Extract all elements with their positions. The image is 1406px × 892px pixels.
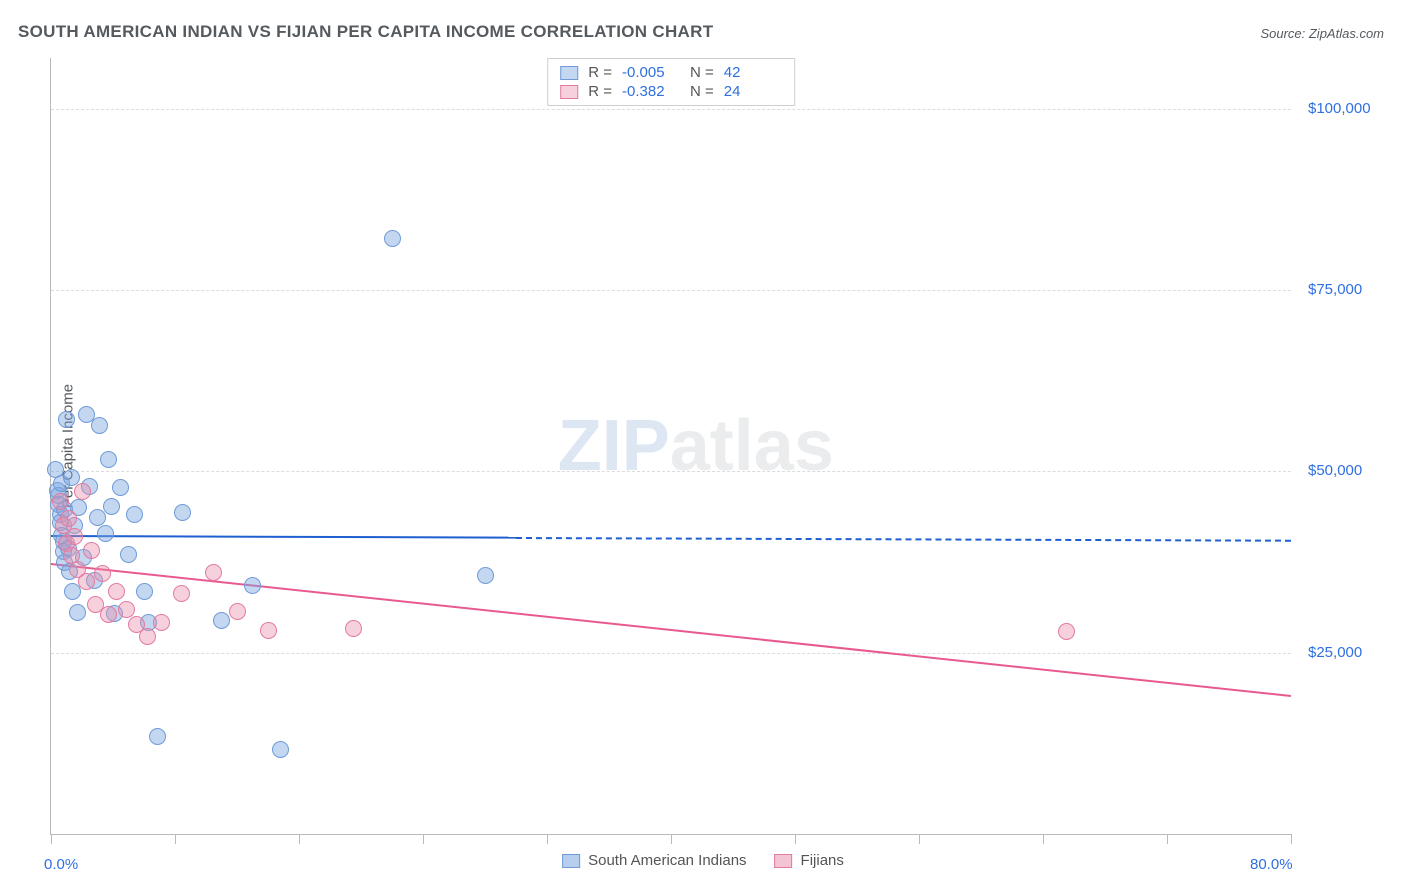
data-point: [89, 509, 106, 526]
r-label: R =: [588, 83, 612, 100]
gridline: [51, 290, 1291, 291]
y-tick-label: $100,000: [1308, 100, 1371, 117]
data-point: [66, 528, 83, 545]
x-axis-max-label: 80.0%: [1250, 856, 1293, 873]
data-point: [97, 525, 114, 542]
x-tick: [1043, 834, 1044, 844]
data-point: [384, 230, 401, 247]
legend-bottom: South American Indians Fijians: [562, 852, 844, 869]
watermark-zip: ZIP: [558, 406, 670, 486]
data-point: [100, 451, 117, 468]
stats-row: R = -0.382 N = 24: [560, 82, 782, 101]
x-tick: [299, 834, 300, 844]
r-label: R =: [588, 64, 612, 81]
data-point: [120, 546, 137, 563]
data-point: [112, 479, 129, 496]
data-point: [174, 504, 191, 521]
y-tick-label: $50,000: [1308, 462, 1362, 479]
legend-swatch: [775, 854, 793, 868]
x-tick: [547, 834, 548, 844]
chart-title: SOUTH AMERICAN INDIAN VS FIJIAN PER CAPI…: [18, 22, 713, 42]
source-attribution: Source: ZipAtlas.com: [1260, 26, 1384, 41]
data-point: [91, 417, 108, 434]
legend-swatch: [562, 854, 580, 868]
data-point: [83, 542, 100, 559]
r-value: -0.005: [622, 64, 680, 81]
data-point: [205, 564, 222, 581]
data-point: [173, 585, 190, 602]
data-point: [60, 510, 77, 527]
r-value: -0.382: [622, 83, 680, 100]
data-point: [213, 612, 230, 629]
data-point: [345, 620, 362, 637]
x-tick: [51, 834, 52, 844]
x-tick: [671, 834, 672, 844]
x-tick: [795, 834, 796, 844]
y-tick-label: $75,000: [1308, 281, 1362, 298]
stats-row: R = -0.005 N = 42: [560, 63, 782, 82]
regression-line: [516, 537, 1291, 542]
x-tick: [1167, 834, 1168, 844]
y-tick-label: $25,000: [1308, 644, 1362, 661]
n-label: N =: [690, 83, 714, 100]
legend-item: South American Indians: [562, 852, 746, 869]
data-point: [153, 614, 170, 631]
data-point: [477, 567, 494, 584]
data-point: [108, 583, 125, 600]
data-point: [94, 565, 111, 582]
data-point: [244, 577, 261, 594]
data-point: [1058, 623, 1075, 640]
data-point: [260, 622, 277, 639]
series-swatch: [560, 66, 578, 80]
statistics-legend-box: R = -0.005 N = 42 R = -0.382 N = 24: [547, 58, 795, 106]
legend-item: Fijians: [775, 852, 844, 869]
data-point: [52, 493, 69, 510]
data-point: [74, 483, 91, 500]
data-point: [149, 728, 166, 745]
legend-label: Fijians: [801, 852, 844, 869]
watermark-atlas: atlas: [670, 406, 834, 486]
regression-line: [51, 535, 516, 539]
gridline: [51, 471, 1291, 472]
data-point: [229, 603, 246, 620]
data-point: [126, 506, 143, 523]
data-point: [272, 741, 289, 758]
legend-label: South American Indians: [588, 852, 746, 869]
gridline: [51, 653, 1291, 654]
x-tick: [1291, 834, 1292, 844]
gridline: [51, 109, 1291, 110]
data-point: [136, 583, 153, 600]
series-swatch: [560, 85, 578, 99]
x-tick: [175, 834, 176, 844]
data-point: [69, 604, 86, 621]
n-value: 42: [724, 64, 782, 81]
watermark: ZIPatlas: [558, 405, 834, 487]
n-label: N =: [690, 64, 714, 81]
x-tick: [919, 834, 920, 844]
data-point: [58, 411, 75, 428]
n-value: 24: [724, 83, 782, 100]
x-tick: [423, 834, 424, 844]
x-axis-min-label: 0.0%: [44, 856, 78, 873]
data-point: [139, 628, 156, 645]
data-point: [103, 498, 120, 515]
chart-plot-area: ZIPatlas R = -0.005 N = 42 R = -0.382 N = 24: [50, 58, 1291, 835]
regression-line: [51, 563, 1291, 697]
